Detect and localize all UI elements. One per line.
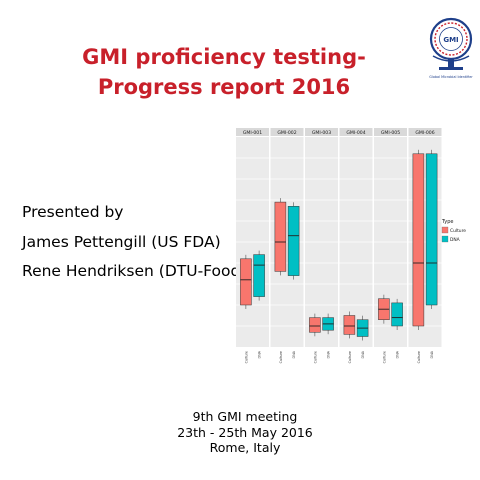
x-tick-label: Culture <box>417 351 421 363</box>
facet-label: GMI-002 <box>277 130 296 136</box>
legend-title: Type <box>441 219 453 225</box>
box-culture <box>412 153 425 327</box>
facet-strip <box>270 128 304 136</box>
x-tick-label: DNA <box>327 350 331 358</box>
x-tick-label: Culture <box>279 351 283 363</box>
meeting-location: Rome, Italy <box>209 440 281 455</box>
legend-entry: DNA <box>450 237 460 243</box>
gmi-logo: GMI Global Microbial Identifier <box>427 12 475 90</box>
facet-strip <box>408 128 442 136</box>
presented-by: Presented by <box>22 203 124 221</box>
title-line-1: GMI proficiency testing- <box>82 45 366 69</box>
presenter-1: James Pettengill (US FDA) <box>22 232 221 251</box>
meeting-name: 9th GMI meeting <box>192 409 298 424</box>
box-dna <box>425 153 438 306</box>
facet-strip <box>339 128 373 136</box>
x-tick-label: DNA <box>396 350 400 358</box>
meeting-dates: 23th - 25th May 2016 <box>177 424 313 440</box>
title-line-2: Progress report 2016 <box>97 75 351 99</box>
presenter-2: Rene Hendriksen (DTU-Food) <box>22 262 247 280</box>
box-dna <box>253 254 265 297</box>
presenters-block: Presented by James Pettengill (US FDA) R… <box>22 198 246 287</box>
x-tick-label: DNA <box>361 350 365 358</box>
x-tick-label: Culture <box>348 351 352 363</box>
facet-label: GMI-001 <box>243 130 262 136</box>
boxplot-chart: GMI-001 Culture DNA GMI-002 Culture DNA GMI-00… <box>236 128 466 363</box>
boxplot-figure: GMI-001 Culture DNA GMI-002 Culture DNA GMI-00… <box>222 125 476 375</box>
globe-icon: GMI Global Microbial Identifier <box>429 17 473 79</box>
legend-entry: Culture <box>450 228 466 234</box>
x-tick-label: DNA <box>258 350 262 358</box>
logo-center-text: GMI <box>443 36 458 44</box>
box-culture <box>274 201 287 272</box>
facet-label: GMI-005 <box>381 130 400 136</box>
x-tick-label: DNA <box>292 350 296 358</box>
facet-label: GMI-004 <box>346 130 365 136</box>
box-dna <box>391 302 403 327</box>
facet-strip <box>305 128 338 136</box>
slide-title: GMI proficiency testing- Progress report… <box>40 42 408 102</box>
facet-label: GMI-003 <box>312 130 331 136</box>
facet-strip <box>374 128 407 136</box>
box-culture <box>240 258 252 306</box>
x-tick-label: DNA <box>430 350 434 358</box>
logo-caption: Global Microbial Identifier <box>429 75 473 79</box>
x-tick-label: Culture <box>313 351 317 363</box>
x-tick-label: Culture <box>244 351 248 363</box>
facet-strip <box>236 128 269 136</box>
legend-key <box>441 235 449 243</box>
box-culture <box>343 315 356 335</box>
legend-key <box>441 226 449 234</box>
facet-label: GMI-006 <box>415 130 434 136</box>
x-tick-label: Culture <box>382 351 386 363</box>
box-culture <box>309 317 321 333</box>
footer-block: 9th GMI meeting 23th - 25th May 2016 Rom… <box>150 409 340 456</box>
box-dna <box>287 206 300 276</box>
